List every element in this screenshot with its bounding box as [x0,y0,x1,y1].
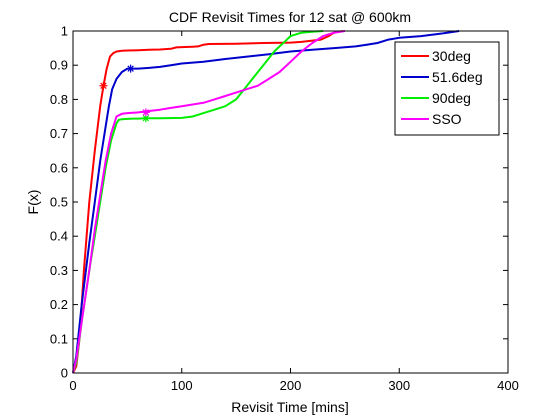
y-tick-label: 0.9 [50,58,68,73]
x-axis-ticks: 0 100 200 300 400 [69,31,519,393]
x-tick-label: 200 [280,378,302,393]
series-layer [72,30,460,374]
legend-label: 90deg [432,90,471,106]
y-tick-label: 0.8 [50,92,68,107]
x-axis-title: Revisit Time [mins] [231,399,348,415]
series-line-90deg [72,30,324,374]
y-tick-label: 0.3 [50,263,68,278]
y-tick-label: 0.1 [50,331,68,346]
x-tick-label: 100 [171,378,193,393]
legend-label: 30deg [432,48,471,64]
series-marker-51-6deg [126,64,135,73]
plot-frame [72,30,509,374]
legend: 30deg 51.6deg 90deg SSO [394,41,500,136]
y-tick-label: 0.6 [50,160,68,175]
series-marker-90deg [141,114,150,123]
y-tick-label: 0.5 [50,195,68,210]
y-tick-label: 0 [61,366,68,381]
series-line-51-6deg [72,30,460,374]
legend-label: SSO [432,111,462,127]
y-tick-label: 0.4 [50,229,68,244]
legend-label: 51.6deg [432,69,483,85]
series-line-sso [72,30,346,374]
series-marker-30deg [99,81,108,90]
y-tick-label: 1 [61,24,68,39]
y-tick-label: 0.7 [50,126,68,141]
x-tick-label: 400 [497,378,519,393]
x-tick-label: 0 [69,378,76,393]
y-axis-ticks: 0 0.1 0.2 0.3 0.4 0.5 0.6 0.7 0.8 0.9 1 [50,24,508,381]
series-line-30deg [72,30,343,374]
y-axis-title: F(x) [25,190,41,215]
series-marker-sso [141,108,150,117]
y-tick-label: 0.2 [50,297,68,312]
x-tick-label: 300 [388,378,410,393]
chart-title: CDF Revisit Times for 12 sat @ 600km [169,9,411,25]
